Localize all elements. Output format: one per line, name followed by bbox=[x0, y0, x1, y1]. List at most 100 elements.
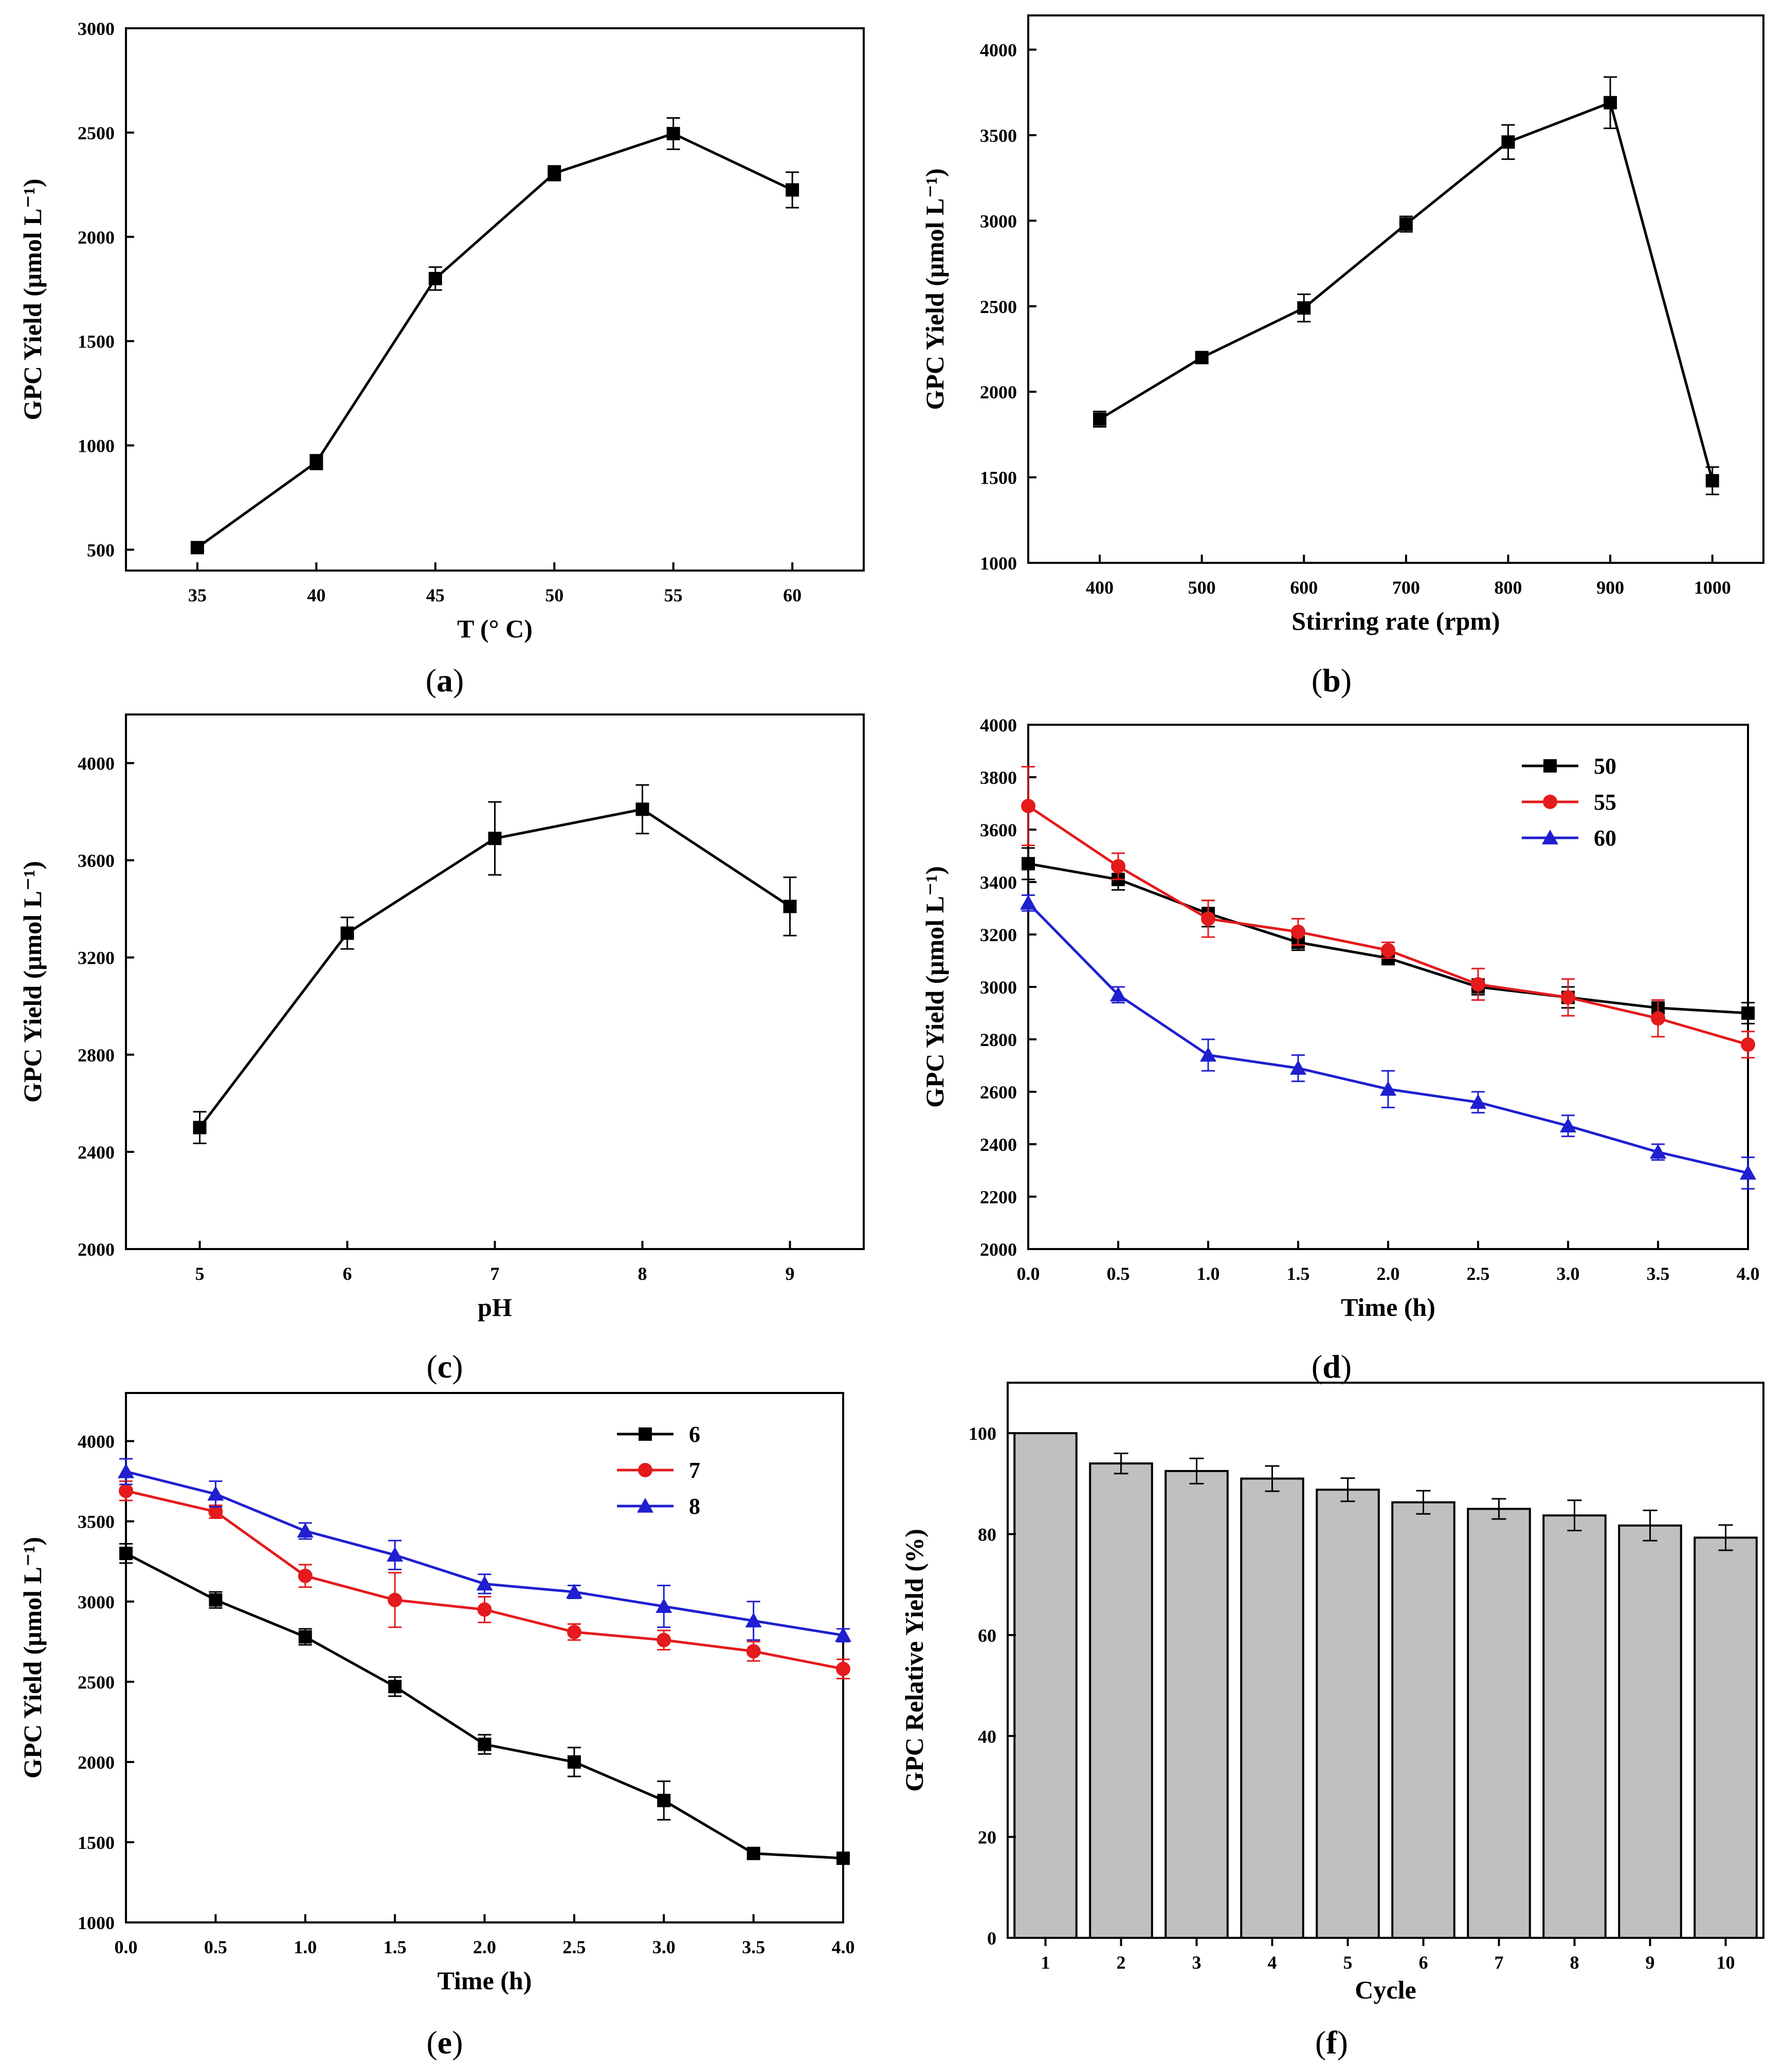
x-tick-label: 3.5 bbox=[1647, 1263, 1670, 1284]
data-point bbox=[428, 271, 442, 285]
data-point bbox=[1604, 96, 1617, 109]
legend-marker bbox=[637, 1498, 653, 1513]
legend-label: 55 bbox=[1594, 790, 1616, 815]
y-tick-label: 4000 bbox=[78, 754, 115, 774]
y-tick-label: 1000 bbox=[78, 1913, 115, 1933]
y-axis-label: GPC Relative Yield (%) bbox=[900, 1529, 929, 1791]
series-main bbox=[190, 117, 799, 555]
data-point bbox=[1380, 1080, 1396, 1096]
x-axis-label: pH bbox=[478, 1293, 512, 1322]
y-axis-label: GPC Yield (μmol L⁻¹) bbox=[18, 1537, 47, 1778]
y-tick-label: 3000 bbox=[980, 211, 1017, 231]
y-axis-label: GPC Yield (μmol L⁻¹) bbox=[920, 866, 949, 1108]
panel-caption: (e) bbox=[426, 2024, 463, 2061]
bar bbox=[1694, 1536, 1758, 1939]
chart-b: 1000 1500 2000 2500 3000 3500 4000 400 500 600 700… bbox=[920, 14, 1764, 699]
y-tick-label: 500 bbox=[87, 540, 115, 560]
legend-label: 7 bbox=[689, 1458, 700, 1483]
data-point bbox=[388, 1680, 402, 1694]
data-point bbox=[656, 1598, 672, 1613]
y-tick-label: 1000 bbox=[78, 436, 115, 456]
data-point bbox=[208, 1504, 223, 1519]
data-point bbox=[1705, 474, 1719, 488]
x-tick-label: 5 bbox=[195, 1263, 205, 1284]
bar bbox=[1618, 1524, 1682, 1939]
data-point bbox=[746, 1644, 761, 1659]
data-point bbox=[119, 1483, 133, 1498]
data-point bbox=[1020, 894, 1036, 910]
y-tick-label: 3200 bbox=[78, 948, 115, 968]
data-point bbox=[298, 1630, 312, 1644]
y-tick-label: 2500 bbox=[78, 123, 115, 143]
legend-marker bbox=[1543, 795, 1557, 809]
chart-f: 0 20 40 60 80 100 1 2 3 4 5 6 7 8 9 10 Cycle GPC Relative… bbox=[900, 1382, 1764, 2061]
series-main bbox=[193, 784, 797, 1144]
y-tick-label: 3500 bbox=[980, 125, 1017, 146]
x-tick-label: 1.0 bbox=[294, 1937, 317, 1957]
legend-marker bbox=[1542, 830, 1558, 845]
data-point bbox=[1110, 986, 1126, 1002]
error-bar bbox=[1643, 1509, 1658, 1542]
bar bbox=[1316, 1489, 1380, 1939]
legend-marker bbox=[1543, 759, 1557, 773]
y-tick-label: 2400 bbox=[980, 1134, 1017, 1155]
panel-caption: (c) bbox=[426, 1348, 463, 1385]
chart-e: 1000 1500 2000 2500 3000 3500 4000 0.0 0.5 1.0 1.5… bbox=[18, 1392, 855, 2061]
data-point bbox=[193, 1121, 207, 1134]
x-tick-label: 1.5 bbox=[1287, 1263, 1310, 1284]
data-point bbox=[548, 167, 561, 180]
bar bbox=[1240, 1477, 1304, 1939]
legend-label: 60 bbox=[1594, 826, 1616, 851]
x-tick-label: 2.5 bbox=[1467, 1263, 1490, 1284]
data-point bbox=[310, 455, 323, 469]
y-tick-label: 1500 bbox=[78, 332, 115, 352]
y-tick-label: 20 bbox=[978, 1827, 996, 1848]
y-tick-label: 2000 bbox=[980, 1239, 1017, 1260]
data-point bbox=[1290, 1060, 1306, 1075]
bar bbox=[1089, 1462, 1153, 1939]
x-tick-label: 1.5 bbox=[384, 1937, 407, 1957]
y-tick-label: 3200 bbox=[980, 925, 1017, 945]
data-point bbox=[745, 1612, 762, 1628]
data-point bbox=[1740, 1165, 1756, 1180]
x-tick-label: 0.5 bbox=[1107, 1263, 1130, 1284]
y-tick-label: 2800 bbox=[78, 1045, 115, 1066]
x-tick-label: 60 bbox=[783, 585, 802, 606]
x-tick-label: 0.0 bbox=[115, 1937, 138, 1957]
x-tick-label: 6 bbox=[343, 1263, 352, 1284]
x-tick-label: 700 bbox=[1392, 577, 1420, 598]
data-point bbox=[566, 1584, 582, 1599]
y-tick-label: 2500 bbox=[980, 297, 1017, 317]
series-line bbox=[1028, 862, 1749, 1015]
data-point bbox=[836, 1851, 850, 1865]
y-tick-label: 80 bbox=[978, 1525, 996, 1545]
y-axis-label: GPC Yield (μmol L⁻¹) bbox=[18, 861, 47, 1103]
x-tick-label: 10 bbox=[1717, 1952, 1735, 1973]
legend-marker bbox=[639, 1427, 652, 1441]
y-tick-label: 2600 bbox=[980, 1082, 1017, 1103]
x-tick-label: 7 bbox=[490, 1263, 500, 1284]
legend: 6 7 8 bbox=[617, 1422, 700, 1519]
data-point bbox=[298, 1568, 313, 1583]
y-tick-label: 3500 bbox=[78, 1512, 115, 1532]
data-point bbox=[387, 1547, 404, 1562]
x-tick-label: 1.0 bbox=[1197, 1263, 1220, 1284]
data-point bbox=[297, 1523, 314, 1538]
plot-frame bbox=[1007, 1382, 1764, 1939]
x-tick-label: 55 bbox=[664, 585, 683, 606]
x-tick-label: 1000 bbox=[1694, 577, 1731, 598]
y-tick-label: 0 bbox=[987, 1928, 996, 1949]
y-tick-label: 40 bbox=[978, 1726, 996, 1747]
x-tick-label: 800 bbox=[1494, 577, 1522, 598]
data-point bbox=[1471, 977, 1485, 992]
x-tick-label: 8 bbox=[1570, 1952, 1579, 1973]
bar bbox=[1542, 1514, 1607, 1939]
y-tick-label: 2000 bbox=[78, 1752, 115, 1773]
y-tick-label: 2400 bbox=[78, 1142, 115, 1163]
data-point bbox=[1651, 1011, 1665, 1026]
data-point bbox=[1297, 301, 1311, 315]
data-point bbox=[1501, 135, 1515, 149]
x-tick-label: 50 bbox=[545, 585, 563, 606]
x-tick-label: 9 bbox=[786, 1263, 795, 1284]
data-point bbox=[1200, 1047, 1216, 1062]
